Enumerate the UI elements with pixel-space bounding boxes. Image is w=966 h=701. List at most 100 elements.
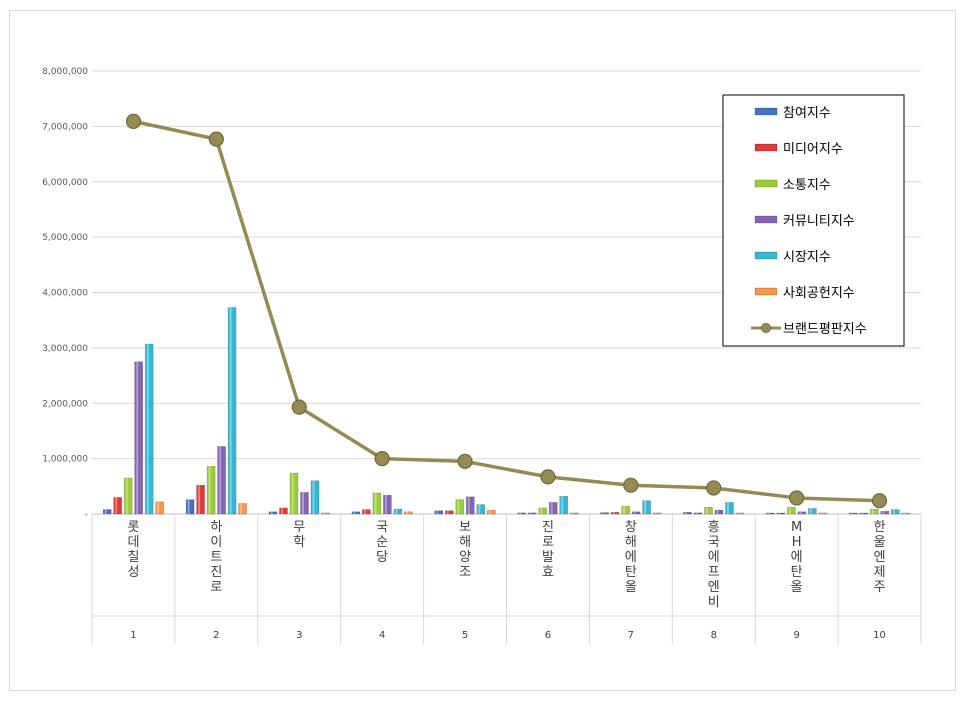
bar-highlight xyxy=(695,512,698,514)
bar xyxy=(206,466,216,515)
bar xyxy=(569,512,579,515)
line-point xyxy=(623,477,639,493)
y-tick-label: 2,000,000 xyxy=(42,399,88,409)
x-rank-label: 7 xyxy=(628,630,634,641)
legend-label: 커뮤니티지수 xyxy=(783,214,855,229)
bar-highlight xyxy=(737,512,740,514)
bar-highlight xyxy=(446,510,449,514)
bar-highlight xyxy=(146,343,149,514)
bar xyxy=(642,500,651,515)
bar-highlight xyxy=(778,513,781,514)
legend-box xyxy=(722,94,905,347)
bar xyxy=(538,507,548,515)
bar-highlight xyxy=(229,307,232,514)
bar xyxy=(383,494,392,515)
bar xyxy=(185,499,195,515)
bar-highlight xyxy=(540,507,543,514)
bar xyxy=(434,510,444,515)
x-rank-label: 8 xyxy=(711,630,717,641)
bar-highlight xyxy=(467,496,470,514)
bar-highlight xyxy=(685,512,687,514)
bar xyxy=(455,499,465,515)
bar-highlight xyxy=(706,507,708,514)
x-rank-label: 4 xyxy=(379,630,385,641)
line-point xyxy=(540,469,556,485)
bar-highlight xyxy=(850,513,853,514)
bar xyxy=(351,511,361,515)
bar xyxy=(808,508,817,515)
bar-highlight xyxy=(820,512,823,514)
bar xyxy=(134,361,143,515)
bar-highlight xyxy=(405,511,408,514)
bar xyxy=(621,505,630,515)
bar xyxy=(848,512,858,515)
x-rank-label: 1 xyxy=(130,630,136,641)
bar xyxy=(704,507,713,515)
y-tick-label: 5,000,000 xyxy=(42,233,88,243)
legend-swatch xyxy=(754,107,778,116)
bar xyxy=(217,446,226,515)
line-point xyxy=(291,399,307,415)
x-rank-label: 5 xyxy=(462,630,468,641)
bar-highlight xyxy=(488,510,491,514)
bar xyxy=(465,496,475,515)
bar-highlight xyxy=(882,511,885,514)
bar-highlight xyxy=(871,509,874,514)
line-point xyxy=(871,493,888,509)
line-point xyxy=(374,451,390,467)
bar xyxy=(196,484,205,515)
bar-highlight xyxy=(270,511,273,514)
legend-label: 미디어지수 xyxy=(783,142,843,157)
chart-frame: - 1,000,000 2,000,000 3,000,000 4,000,000 5,0… xyxy=(9,10,956,691)
y-tick-label: - xyxy=(85,510,88,520)
bar-highlight xyxy=(550,502,553,514)
bar xyxy=(321,512,330,515)
bar xyxy=(144,343,154,515)
bar xyxy=(310,480,320,515)
bar xyxy=(818,512,828,515)
line-point xyxy=(457,453,473,469)
bar xyxy=(113,497,122,515)
bar xyxy=(735,512,745,515)
bar-highlight xyxy=(157,501,160,514)
bar-highlight xyxy=(208,466,211,514)
legend-marker xyxy=(761,323,771,333)
bar xyxy=(859,512,869,515)
bar-highlight xyxy=(529,512,532,514)
bar xyxy=(476,504,486,515)
bar-highlight xyxy=(104,509,107,514)
bar-highlight xyxy=(644,500,647,514)
bar-highlight xyxy=(198,485,201,514)
bar xyxy=(714,509,724,515)
bar-highlight xyxy=(115,497,118,514)
bar xyxy=(279,507,288,515)
bar xyxy=(880,510,890,515)
bar-highlight xyxy=(353,511,356,514)
bar-highlight xyxy=(457,499,460,514)
bar xyxy=(683,512,692,515)
brand-reputation-chart: - 1,000,000 2,000,000 3,000,000 4,000,000 5,0… xyxy=(42,67,922,644)
bar xyxy=(610,512,620,515)
legend-swatch xyxy=(754,143,778,152)
bar xyxy=(869,508,879,515)
bar-highlight xyxy=(633,511,636,514)
bar xyxy=(548,502,558,515)
bar-highlight xyxy=(136,361,139,514)
y-tick-label: 1,000,000 xyxy=(42,455,88,465)
bar xyxy=(289,472,299,515)
bar-highlight xyxy=(716,510,719,514)
bar xyxy=(238,503,247,515)
bar-highlight xyxy=(892,509,895,514)
x-rank-label: 6 xyxy=(545,630,551,641)
bar-highlight xyxy=(861,513,864,514)
bar-highlight xyxy=(571,512,574,514)
bar xyxy=(776,512,786,515)
bar-highlight xyxy=(125,478,128,514)
bar-highlight xyxy=(612,512,615,514)
bar-highlight xyxy=(281,507,283,514)
legend-label: 소통지수 xyxy=(783,178,831,193)
